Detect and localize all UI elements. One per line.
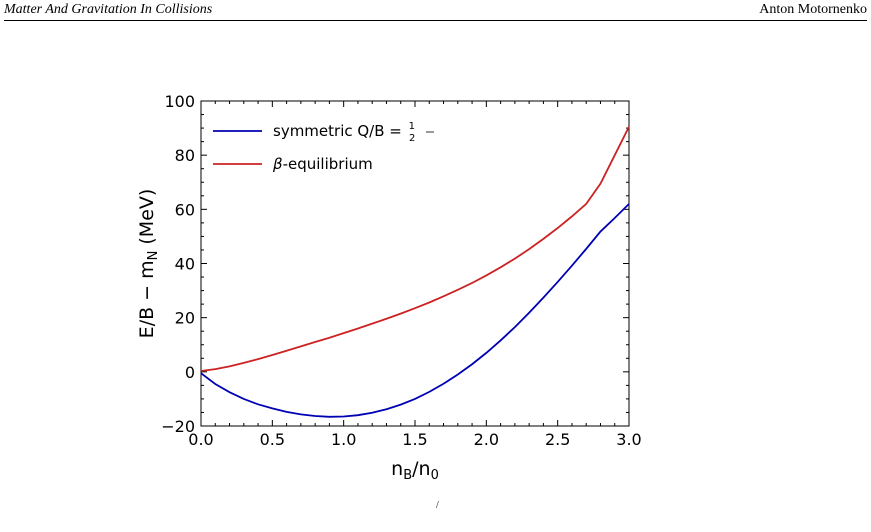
y-axis-label: E/B − mN (MeV) [136, 189, 161, 339]
x-tick-label: 0.0 [188, 430, 213, 449]
y-tick-label: 20 [175, 309, 195, 328]
series-line-beta-equilibrium [200, 126, 630, 372]
x-tick-label: 2.0 [474, 430, 499, 449]
y-tick-label: 80 [175, 146, 195, 165]
x-tick-label: 1.5 [402, 430, 427, 449]
caption-fragment: / [436, 500, 439, 511]
x-axis-label: nB/n0 [391, 458, 439, 483]
y-tick-label: 0 [185, 363, 195, 382]
x-tick-label: 3.0 [616, 430, 641, 449]
x-tick-label: 1.0 [331, 430, 356, 449]
y-tick-label: −20 [161, 417, 195, 436]
header-rule [4, 20, 867, 21]
x-tick-label: 2.5 [545, 430, 570, 449]
x-tick-label: 0.5 [260, 430, 285, 449]
running-header-title: Matter And Gravitation In Collisions [4, 2, 213, 17]
plot-frame [200, 100, 630, 427]
series-line-symmetric [200, 203, 630, 418]
y-tick-label: 60 [175, 200, 195, 219]
y-tick-label: 40 [175, 255, 195, 274]
legend-entry: β-equilibrium [272, 155, 373, 173]
y-tick-label: 100 [164, 92, 195, 111]
running-header-author: Anton Motornenko [759, 2, 867, 17]
